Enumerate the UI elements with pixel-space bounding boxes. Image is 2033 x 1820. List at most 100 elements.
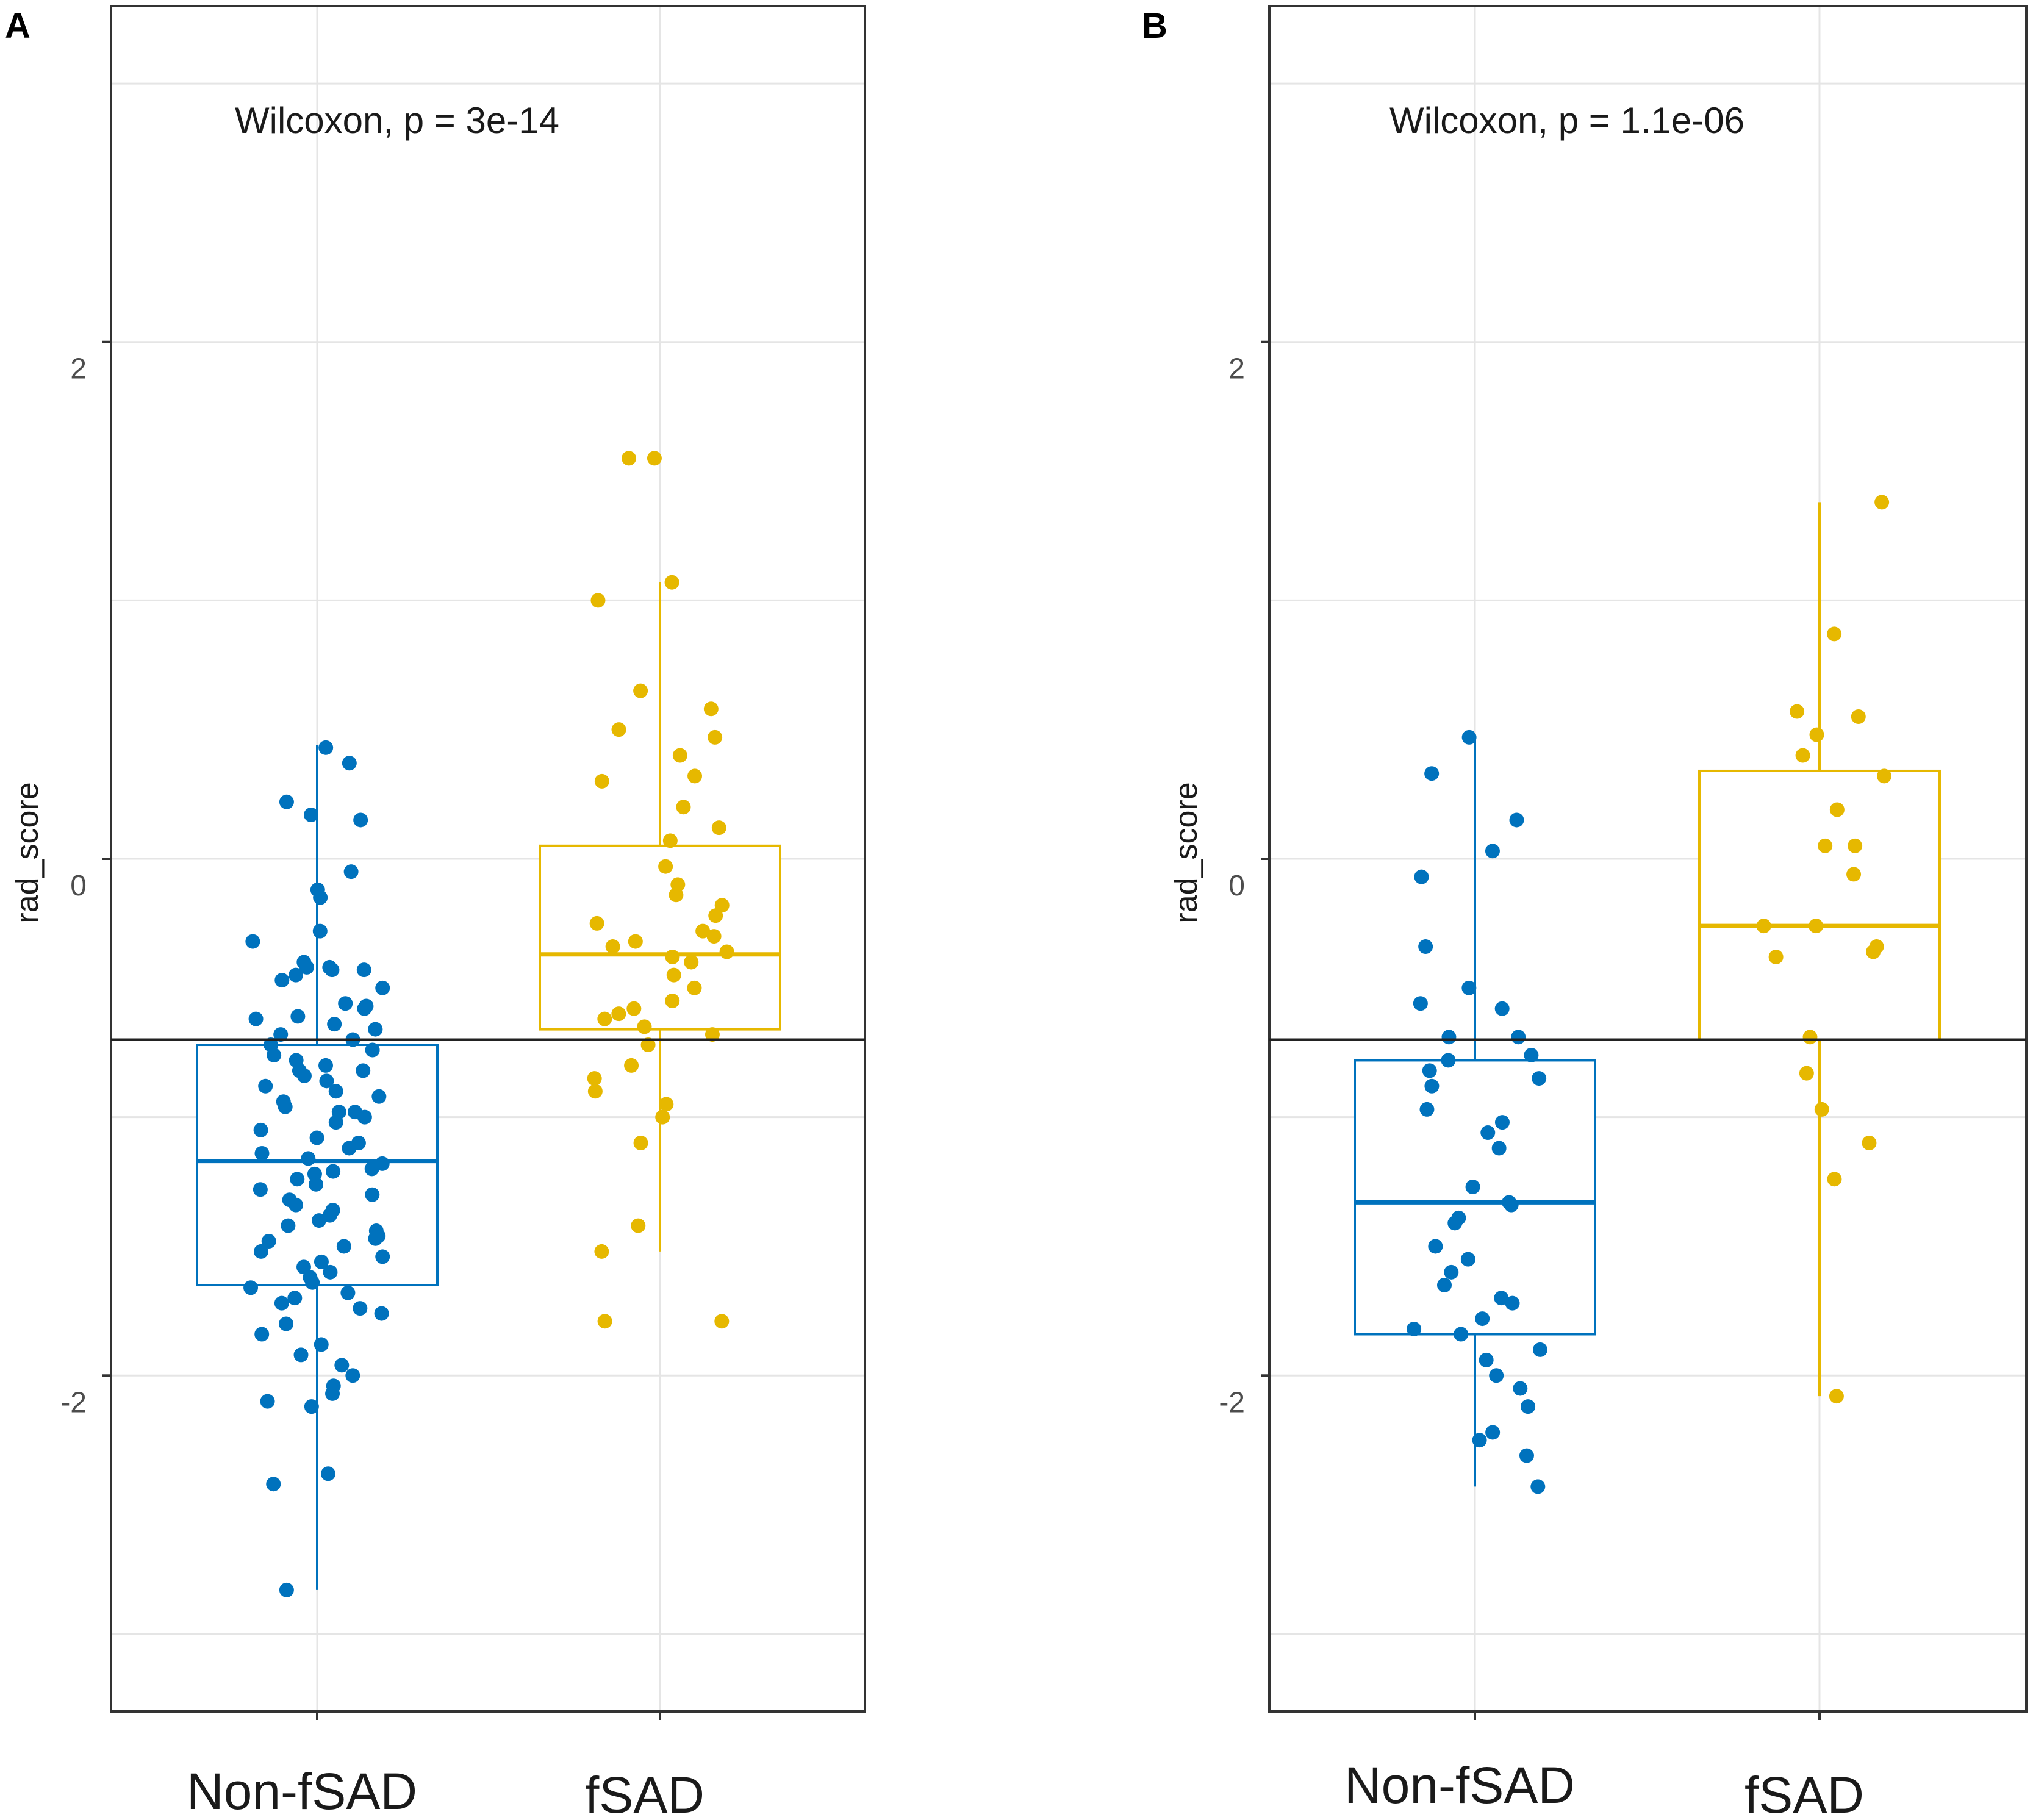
data-point [714,1314,730,1329]
data-point [357,1109,372,1125]
data-point [687,768,703,784]
data-point [299,959,314,975]
data-point [1802,1030,1818,1045]
data-point [1505,1295,1520,1311]
data-point [665,949,680,964]
data-point [258,1078,273,1094]
data-point [353,812,368,828]
data-point [243,1280,259,1295]
y-tick-label: -2 [60,1386,87,1419]
data-point [281,1218,296,1233]
data-point [314,1254,329,1269]
x-tick-label: Non-fSAD [1344,1757,1575,1814]
data-point [597,1314,612,1329]
box-iqr [539,844,781,1031]
data-point [1809,727,1824,742]
data-point [1511,1030,1526,1045]
data-point [1809,919,1824,934]
data-point [274,1295,289,1311]
data-point [658,859,673,874]
data-point [1460,1252,1475,1267]
data-point [318,740,334,755]
data-point [1818,838,1833,853]
data-point [323,1264,338,1280]
data-point [343,864,359,880]
points-Non-fSAD [1407,729,1547,1494]
stat-annotation: Wilcoxon, p = 3e-14 [235,100,559,141]
data-point [1419,1102,1435,1117]
box-iqr [1698,769,1941,1041]
y-tick-label: -2 [1219,1386,1245,1419]
data-point [314,1337,329,1352]
data-point [611,1006,626,1022]
data-point [287,1291,303,1306]
data-point [1441,1030,1457,1045]
data-point [1424,1078,1440,1094]
y-tick-label: 2 [1228,353,1245,385]
data-point [1814,1102,1829,1117]
data-point [342,756,357,771]
data-point [261,1233,276,1249]
points-fSAD [1756,495,1892,1404]
data-point [640,1037,656,1053]
data-point [253,1182,268,1197]
data-point [594,773,609,789]
data-point [319,1073,334,1089]
data-point [1846,867,1862,882]
data-point [1454,1327,1469,1342]
data-point [622,451,637,466]
panel-letter: A [5,6,30,46]
data-point [374,1306,389,1321]
data-point [706,929,722,944]
data-point [313,890,328,905]
data-point [273,1027,289,1042]
box-iqr [196,1044,439,1286]
data-point [628,934,643,949]
y-axis-title: rad_score [1169,782,1204,923]
data-point [338,996,353,1011]
data-point [309,1177,324,1192]
data-point [254,1327,270,1342]
box-fSAD [539,582,781,1252]
data-point [1413,996,1428,1011]
data-point [633,1136,648,1150]
data-point [1472,1433,1487,1448]
data-point [676,800,691,815]
data-point [711,820,726,836]
data-point [290,1009,306,1024]
data-point [1461,729,1477,745]
y-tick-label: 0 [1228,870,1245,902]
data-point [318,1058,334,1073]
y-tick-label: 2 [70,353,87,385]
data-point [325,1386,340,1401]
data-point [253,1244,268,1259]
data-point [695,923,711,939]
data-point [1447,1216,1463,1231]
data-point [1465,1180,1480,1195]
data-point [1461,980,1477,995]
data-point [1428,1239,1443,1254]
data-point [1475,1311,1490,1327]
box-iqr [1354,1059,1596,1336]
data-point [666,967,681,983]
data-point [684,955,699,970]
points-Non-fSAD [243,740,390,1597]
data-point [375,980,390,995]
data-point [1407,1322,1422,1337]
data-point [279,1316,294,1331]
stat-annotation: Wilcoxon, p = 1.1e-06 [1389,100,1744,141]
data-point [245,934,260,949]
data-point [589,915,604,931]
data-point [1768,949,1784,964]
y-axis-title: rad_score [10,782,45,923]
box-Non-fSAD [1354,737,1596,1487]
data-point [687,980,702,995]
data-point [253,1122,268,1138]
data-point [260,1394,275,1409]
data-point [345,1368,360,1383]
data-point [296,1068,312,1083]
data-point [662,833,678,848]
x-tick-label: fSAD [585,1766,705,1820]
data-point [1827,626,1842,642]
data-point [587,1084,603,1099]
